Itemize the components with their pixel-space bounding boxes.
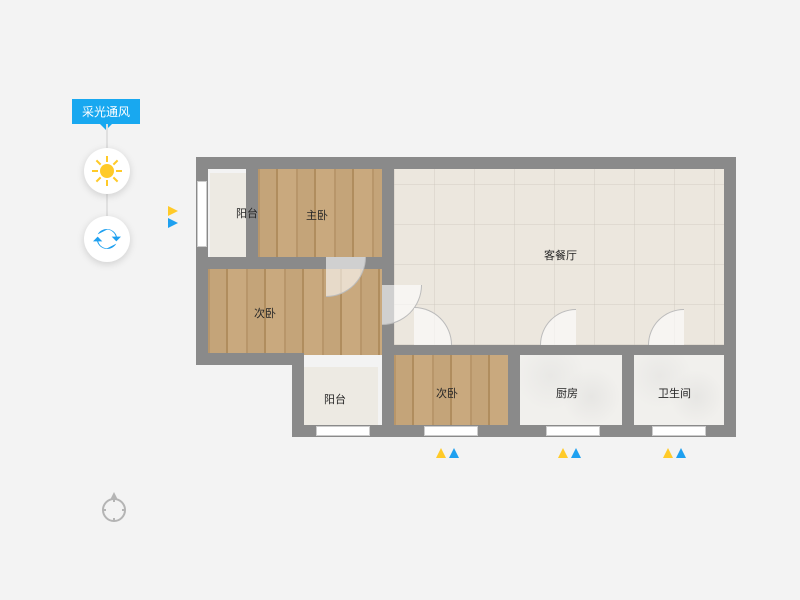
sun-icon — [92, 156, 122, 186]
room-label-balcony-left: 阳台 — [236, 205, 258, 221]
wall — [196, 157, 736, 169]
floorplan: 阳台主卧客餐厅次卧阳台次卧厨房卫生间 — [196, 157, 736, 437]
room-label-living: 客餐厅 — [544, 247, 577, 263]
wall — [724, 157, 736, 437]
legend-button[interactable]: 采光通风 — [72, 99, 140, 124]
arrow-pair-bottom — [436, 448, 459, 458]
wall — [622, 347, 634, 429]
room-label-second-bed-2: 次卧 — [436, 385, 458, 401]
wall — [196, 261, 208, 359]
wall — [196, 353, 304, 365]
arrow-pair-bottom — [558, 448, 581, 458]
room-label-second-bed-1: 次卧 — [254, 305, 276, 321]
sun-toggle[interactable] — [84, 148, 130, 194]
wall — [394, 345, 724, 355]
window — [197, 181, 207, 247]
refresh-icon — [93, 225, 121, 253]
window — [652, 426, 706, 436]
airflow-toggle[interactable] — [84, 216, 130, 262]
arrow-pair-bottom — [663, 448, 686, 458]
compass-icon — [100, 490, 128, 529]
window — [546, 426, 600, 436]
legend-label: 采光通风 — [82, 105, 130, 119]
room-label-balcony-bottom: 阳台 — [324, 391, 346, 407]
room-label-bath: 卫生间 — [658, 385, 691, 401]
room-label-kitchen: 厨房 — [556, 385, 578, 401]
window — [424, 426, 478, 436]
room-label-master-bed: 主卧 — [306, 207, 328, 223]
wall — [508, 347, 520, 429]
arrow-pair-left — [168, 206, 178, 228]
window — [316, 426, 370, 436]
